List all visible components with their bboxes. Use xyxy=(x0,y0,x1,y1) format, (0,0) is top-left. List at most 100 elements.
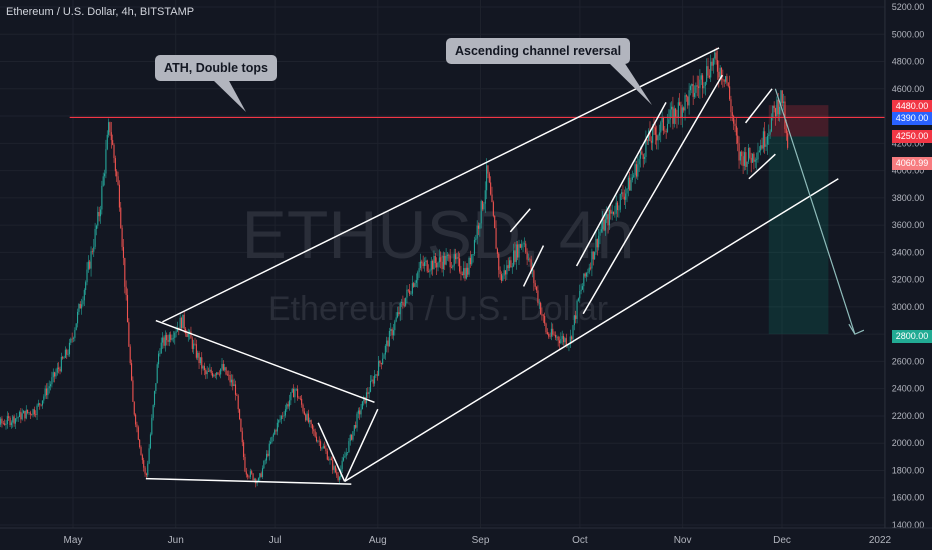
triangle-upper-line[interactable] xyxy=(155,319,375,404)
candle-body xyxy=(456,257,458,260)
candle-body xyxy=(170,334,172,340)
candle-body xyxy=(554,334,557,338)
projection-arrow[interactable] xyxy=(774,88,856,335)
candle-body xyxy=(145,473,147,476)
candle-body xyxy=(711,61,713,66)
candle-body xyxy=(563,336,565,343)
candle-body xyxy=(453,254,455,266)
candle-body xyxy=(89,261,91,269)
candle-body xyxy=(484,190,486,204)
channel-upper-line[interactable] xyxy=(162,47,720,323)
flag-upper-line[interactable] xyxy=(509,208,531,233)
candle-body xyxy=(102,176,104,186)
candle-body xyxy=(610,209,612,214)
y-tick-label: 4200.00 xyxy=(892,138,925,148)
candle-body xyxy=(603,219,605,231)
wedge-rise-lower-line[interactable] xyxy=(582,74,724,315)
y-tick-label: 4800.00 xyxy=(892,57,925,67)
candle-body xyxy=(353,425,355,432)
candle-body xyxy=(510,260,512,268)
candle-body xyxy=(772,105,774,118)
candle-body xyxy=(361,401,363,410)
candle-body xyxy=(758,150,760,153)
candle-body xyxy=(700,75,702,80)
candle-body xyxy=(0,418,2,425)
candle-body xyxy=(257,478,260,482)
candle-body xyxy=(402,301,404,305)
candle-body xyxy=(693,92,696,97)
candle-body xyxy=(766,136,768,145)
candle-body xyxy=(197,352,199,358)
candle-body xyxy=(660,122,662,133)
badge-stop-price: 4480.00 xyxy=(892,100,932,113)
candle-body xyxy=(47,388,49,396)
candle-body xyxy=(198,352,200,364)
candle-body xyxy=(627,177,629,189)
x-tick-label: Oct xyxy=(572,535,588,546)
candle-body xyxy=(58,367,60,369)
candle-body xyxy=(754,159,756,162)
dtop-upper-line[interactable] xyxy=(744,88,773,124)
candle-body xyxy=(738,143,740,161)
candle-body xyxy=(504,270,507,275)
channel-lower-line[interactable] xyxy=(344,178,839,483)
wedge-rise-upper-line[interactable] xyxy=(575,102,667,267)
candles xyxy=(0,47,789,488)
candle-body xyxy=(476,225,478,239)
candle-body xyxy=(51,377,53,385)
candle-body xyxy=(209,369,211,372)
triangle-lower-line[interactable] xyxy=(145,477,352,485)
candle-body xyxy=(247,474,249,477)
candle-body xyxy=(464,268,466,279)
wedge-left-line[interactable] xyxy=(317,422,346,482)
candle-body xyxy=(685,95,687,97)
flag-lower-line[interactable] xyxy=(522,245,545,287)
candle-body xyxy=(135,414,137,425)
callout-channel[interactable]: Ascending channel reversal xyxy=(446,38,631,64)
candle-body xyxy=(263,460,265,469)
candle-body xyxy=(110,132,112,141)
candle-body xyxy=(511,266,513,268)
candle-body xyxy=(12,416,14,423)
candle-body xyxy=(626,188,628,194)
candle-body xyxy=(492,202,494,216)
candle-body xyxy=(495,228,497,249)
candle-body xyxy=(482,201,484,210)
candle-body xyxy=(378,360,380,376)
y-tick-label: 1600.00 xyxy=(892,493,925,503)
candle-body xyxy=(622,192,624,197)
candle-body xyxy=(126,294,129,323)
candle-body xyxy=(668,119,670,124)
candle-body xyxy=(688,90,690,106)
candle-body xyxy=(13,416,15,424)
trend-drawings[interactable] xyxy=(69,47,885,485)
candle-body xyxy=(75,323,77,331)
candle-body xyxy=(432,260,434,270)
candle-body xyxy=(467,267,469,275)
watermark-name: Ethereum / U.S. Dollar xyxy=(268,290,608,328)
candle-body xyxy=(44,388,46,397)
candle-body xyxy=(719,67,721,78)
candle-body xyxy=(249,471,251,477)
candle-body xyxy=(429,270,431,272)
candle-body xyxy=(147,463,149,476)
candle-body xyxy=(656,134,658,141)
candle-body xyxy=(321,448,323,449)
candle-body xyxy=(727,82,729,87)
wedge-right-line[interactable] xyxy=(343,408,379,482)
candle-body xyxy=(652,127,654,143)
candle-body xyxy=(218,373,220,375)
candle-body xyxy=(675,108,677,117)
candle-body xyxy=(735,126,737,136)
callout-ath[interactable]: ATH, Double tops xyxy=(155,55,277,81)
candle-body xyxy=(266,453,268,461)
candle-body xyxy=(779,106,781,115)
candle-body xyxy=(368,391,370,394)
time-axis[interactable]: May Jun Jul Aug Sep Oct Nov Dec 2022 xyxy=(0,527,932,546)
candle-body xyxy=(144,467,146,474)
dtop-lower-line[interactable] xyxy=(748,153,776,180)
x-tick-label: May xyxy=(64,535,83,546)
candle-body xyxy=(615,202,617,214)
candle-body xyxy=(355,425,357,428)
